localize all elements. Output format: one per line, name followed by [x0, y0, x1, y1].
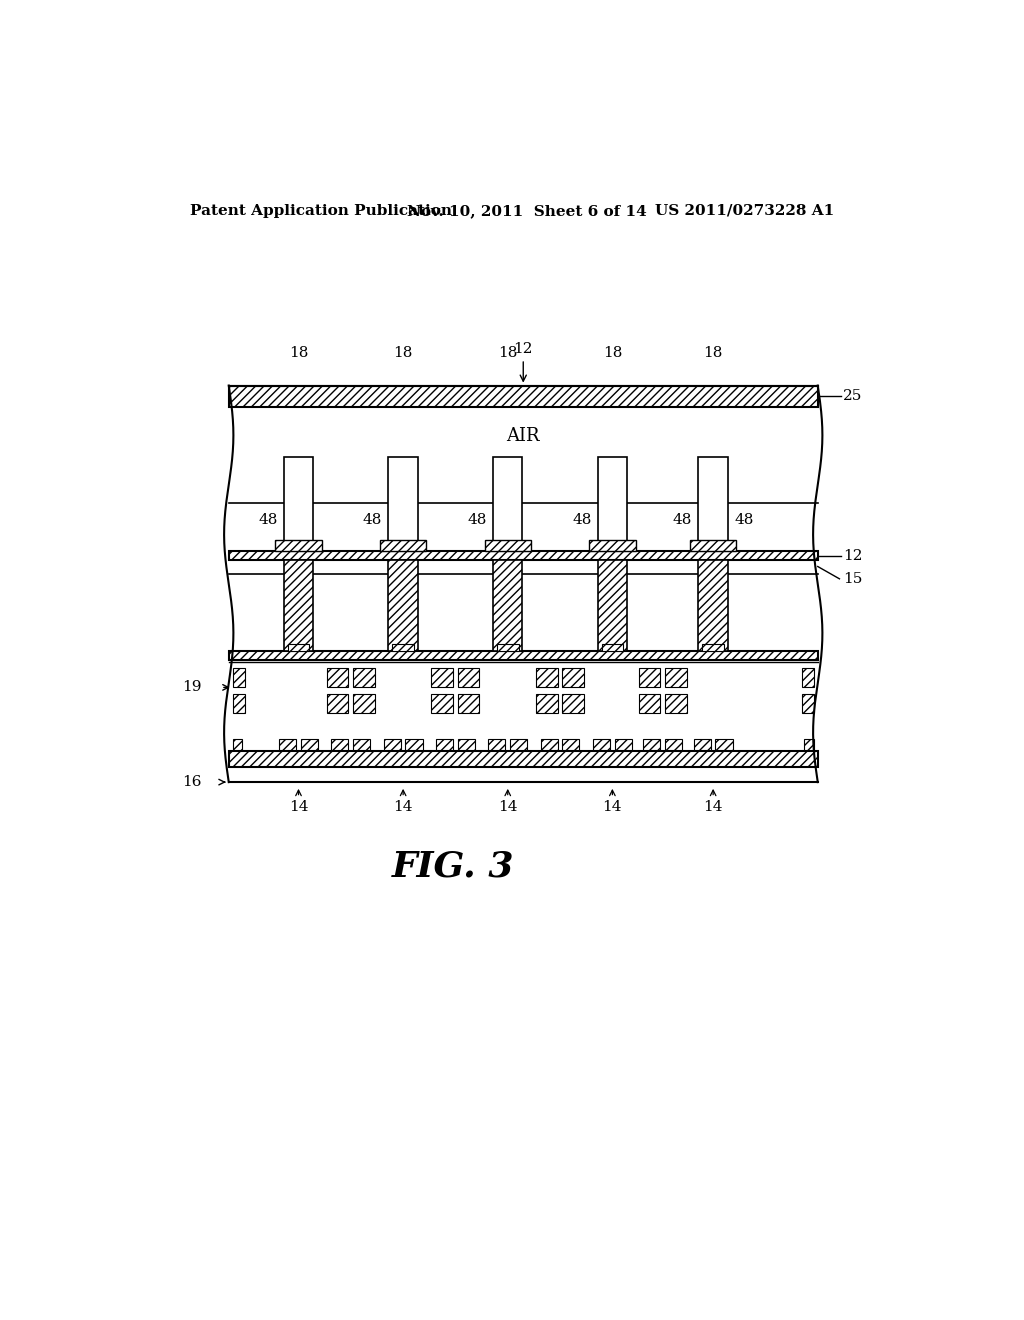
- Bar: [802, 693, 814, 713]
- Text: 48: 48: [258, 513, 278, 527]
- Bar: [353, 668, 375, 688]
- Bar: [228, 385, 818, 781]
- Bar: [702, 644, 724, 651]
- Bar: [698, 560, 728, 651]
- Bar: [802, 668, 814, 688]
- Bar: [353, 693, 375, 713]
- Text: 15: 15: [844, 572, 862, 586]
- Text: 48: 48: [734, 513, 754, 527]
- Bar: [484, 540, 531, 552]
- Bar: [665, 739, 682, 750]
- Bar: [275, 540, 322, 552]
- Bar: [497, 644, 518, 651]
- Bar: [392, 644, 414, 651]
- Bar: [288, 644, 309, 651]
- Text: FIG. 3: FIG. 3: [392, 850, 515, 884]
- Bar: [228, 751, 818, 767]
- Bar: [284, 457, 313, 552]
- Bar: [327, 668, 348, 688]
- Bar: [431, 668, 453, 688]
- Bar: [284, 560, 313, 651]
- Text: 14: 14: [703, 800, 723, 813]
- Text: 48: 48: [673, 513, 692, 527]
- Bar: [493, 457, 522, 552]
- Bar: [593, 739, 610, 750]
- Bar: [458, 668, 479, 688]
- Bar: [589, 540, 636, 552]
- Bar: [431, 693, 453, 713]
- Bar: [643, 739, 660, 750]
- Bar: [601, 644, 624, 651]
- Bar: [665, 693, 687, 713]
- Text: 12: 12: [844, 549, 863, 562]
- Bar: [562, 739, 580, 750]
- Bar: [388, 457, 418, 552]
- Text: 19: 19: [182, 680, 202, 694]
- Bar: [488, 739, 506, 750]
- Bar: [380, 540, 426, 552]
- Text: US 2011/0273228 A1: US 2011/0273228 A1: [655, 203, 835, 218]
- Text: 14: 14: [393, 800, 413, 813]
- Bar: [280, 739, 296, 750]
- Bar: [406, 739, 423, 750]
- Text: 18: 18: [603, 346, 622, 360]
- Bar: [693, 739, 711, 750]
- Bar: [458, 693, 479, 713]
- Bar: [562, 693, 584, 713]
- Text: 14: 14: [603, 800, 623, 813]
- Bar: [493, 560, 522, 651]
- Bar: [232, 668, 245, 688]
- Text: 18: 18: [498, 346, 517, 360]
- Bar: [716, 739, 732, 750]
- Text: 48: 48: [572, 513, 592, 527]
- Bar: [639, 693, 660, 713]
- Bar: [228, 385, 818, 407]
- Text: 16: 16: [182, 775, 202, 789]
- Text: Nov. 10, 2011  Sheet 6 of 14: Nov. 10, 2011 Sheet 6 of 14: [407, 203, 647, 218]
- Text: 48: 48: [467, 513, 486, 527]
- Text: 18: 18: [393, 346, 413, 360]
- Bar: [353, 739, 371, 750]
- Text: 48: 48: [362, 513, 382, 527]
- Bar: [510, 739, 527, 750]
- Bar: [805, 739, 814, 750]
- Text: 18: 18: [289, 346, 308, 360]
- Bar: [388, 560, 418, 651]
- Text: AIR: AIR: [507, 426, 540, 445]
- Bar: [232, 693, 245, 713]
- Text: 25: 25: [844, 389, 862, 404]
- Bar: [598, 560, 627, 651]
- Bar: [639, 668, 660, 688]
- Bar: [327, 693, 348, 713]
- Text: 14: 14: [498, 800, 517, 813]
- Bar: [665, 668, 687, 688]
- Bar: [384, 739, 400, 750]
- Bar: [458, 739, 475, 750]
- Bar: [228, 651, 818, 660]
- Text: 14: 14: [289, 800, 308, 813]
- Bar: [301, 739, 317, 750]
- Bar: [562, 668, 584, 688]
- Text: Patent Application Publication: Patent Application Publication: [190, 203, 452, 218]
- Text: 18: 18: [703, 346, 723, 360]
- Bar: [614, 739, 632, 750]
- Bar: [536, 693, 558, 713]
- Bar: [690, 540, 736, 552]
- Bar: [228, 552, 818, 560]
- Bar: [332, 739, 348, 750]
- Bar: [436, 739, 453, 750]
- Bar: [541, 739, 558, 750]
- Bar: [536, 668, 558, 688]
- Bar: [232, 739, 242, 750]
- Bar: [698, 457, 728, 552]
- Bar: [598, 457, 627, 552]
- Text: 12: 12: [513, 342, 534, 381]
